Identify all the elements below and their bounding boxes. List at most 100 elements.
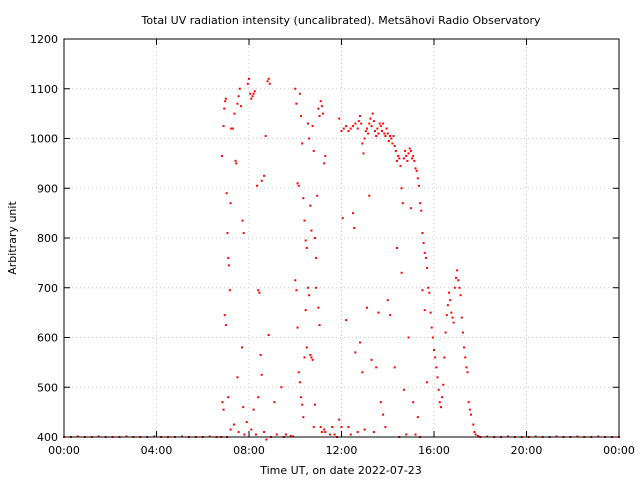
data-point: [349, 127, 352, 130]
data-point: [315, 256, 318, 259]
data-point: [414, 167, 417, 170]
data-point: [437, 388, 440, 391]
data-point: [416, 416, 419, 419]
data-point: [367, 132, 370, 135]
data-point: [421, 289, 424, 292]
data-point: [311, 358, 314, 361]
data-point: [377, 311, 380, 314]
y-tick-label: 500: [37, 381, 58, 394]
data-point: [248, 77, 250, 80]
data-point: [285, 433, 287, 436]
data-point: [308, 137, 311, 140]
data-point: [465, 366, 468, 369]
axis-ticks: 00:00 04:00 08:00 12:00 16:00 20:00 00:0040050…: [30, 33, 635, 457]
data-point: [371, 112, 374, 115]
data-point: [354, 351, 357, 354]
data-point: [472, 423, 475, 426]
data-point: [251, 95, 254, 98]
data-point: [324, 154, 327, 157]
data-point: [421, 232, 424, 235]
data-point: [303, 356, 306, 359]
data-point: [408, 147, 411, 150]
x-tick-label: 00:00: [48, 444, 80, 457]
data-point: [448, 291, 451, 294]
data-point: [361, 371, 364, 374]
y-tick-label: 900: [37, 182, 58, 195]
data-point: [297, 371, 300, 374]
data-point: [362, 152, 365, 155]
data-point: [454, 276, 457, 279]
data-point: [320, 105, 323, 108]
data-point: [407, 152, 410, 155]
data-point: [319, 426, 322, 429]
data-point: [303, 219, 306, 222]
x-tick-label: 20:00: [511, 444, 543, 457]
data-point: [263, 431, 266, 434]
data-point: [400, 271, 403, 274]
data-point: [306, 286, 309, 289]
data-point: [457, 279, 460, 282]
data-point: [252, 92, 255, 95]
data-point: [444, 331, 447, 334]
data-point: [397, 154, 400, 157]
data-point: [254, 433, 257, 436]
data-point: [378, 122, 381, 125]
data-point: [311, 125, 314, 128]
data-point: [405, 154, 408, 157]
data-point: [340, 130, 343, 133]
data-point: [375, 366, 378, 369]
data-point: [401, 202, 404, 205]
data-point: [331, 426, 334, 429]
data-point: [347, 426, 350, 429]
data-point: [384, 426, 387, 429]
data-point: [229, 202, 232, 205]
data-point: [220, 154, 223, 157]
data-point: [470, 413, 472, 416]
data-point: [464, 356, 467, 359]
data-point: [387, 139, 390, 142]
data-point: [412, 154, 415, 157]
data-point: [317, 306, 320, 309]
data-point: [304, 239, 307, 242]
data-point: [445, 314, 448, 317]
data-point: [422, 241, 425, 244]
data-point: [427, 286, 430, 289]
data-point: [296, 182, 299, 185]
data-point: [318, 115, 321, 118]
data-point: [443, 356, 446, 359]
data-point: [322, 112, 324, 115]
data-point: [396, 246, 398, 249]
data-point: [342, 127, 345, 130]
data-point: [433, 348, 435, 351]
data-point: [309, 353, 312, 356]
x-tick-label: 00:00: [603, 444, 635, 457]
y-tick-label: 800: [37, 232, 58, 245]
data-point: [368, 194, 371, 197]
data-point: [430, 326, 433, 329]
data-point: [305, 246, 308, 249]
data-point: [400, 187, 403, 190]
data-point: [368, 122, 371, 125]
data-point: [352, 212, 355, 215]
data-point: [405, 433, 408, 436]
data-point: [241, 219, 244, 222]
data-point: [353, 227, 356, 230]
y-tick-label: 1200: [30, 33, 58, 46]
data-point: [222, 125, 225, 128]
data-point: [320, 431, 323, 434]
data-point: [393, 144, 396, 147]
data-point: [250, 428, 253, 431]
data-point: [389, 135, 392, 138]
data-point: [431, 336, 434, 339]
y-tick-label: 1000: [30, 133, 58, 146]
data-point: [228, 289, 231, 292]
data-point: [363, 137, 366, 140]
data-point: [267, 334, 270, 337]
data-point: [222, 408, 225, 411]
data-point: [237, 95, 240, 98]
grid: [64, 39, 619, 437]
data-point: [233, 112, 236, 115]
data-point: [359, 115, 361, 118]
data-point: [453, 286, 456, 289]
data-point: [260, 373, 263, 376]
